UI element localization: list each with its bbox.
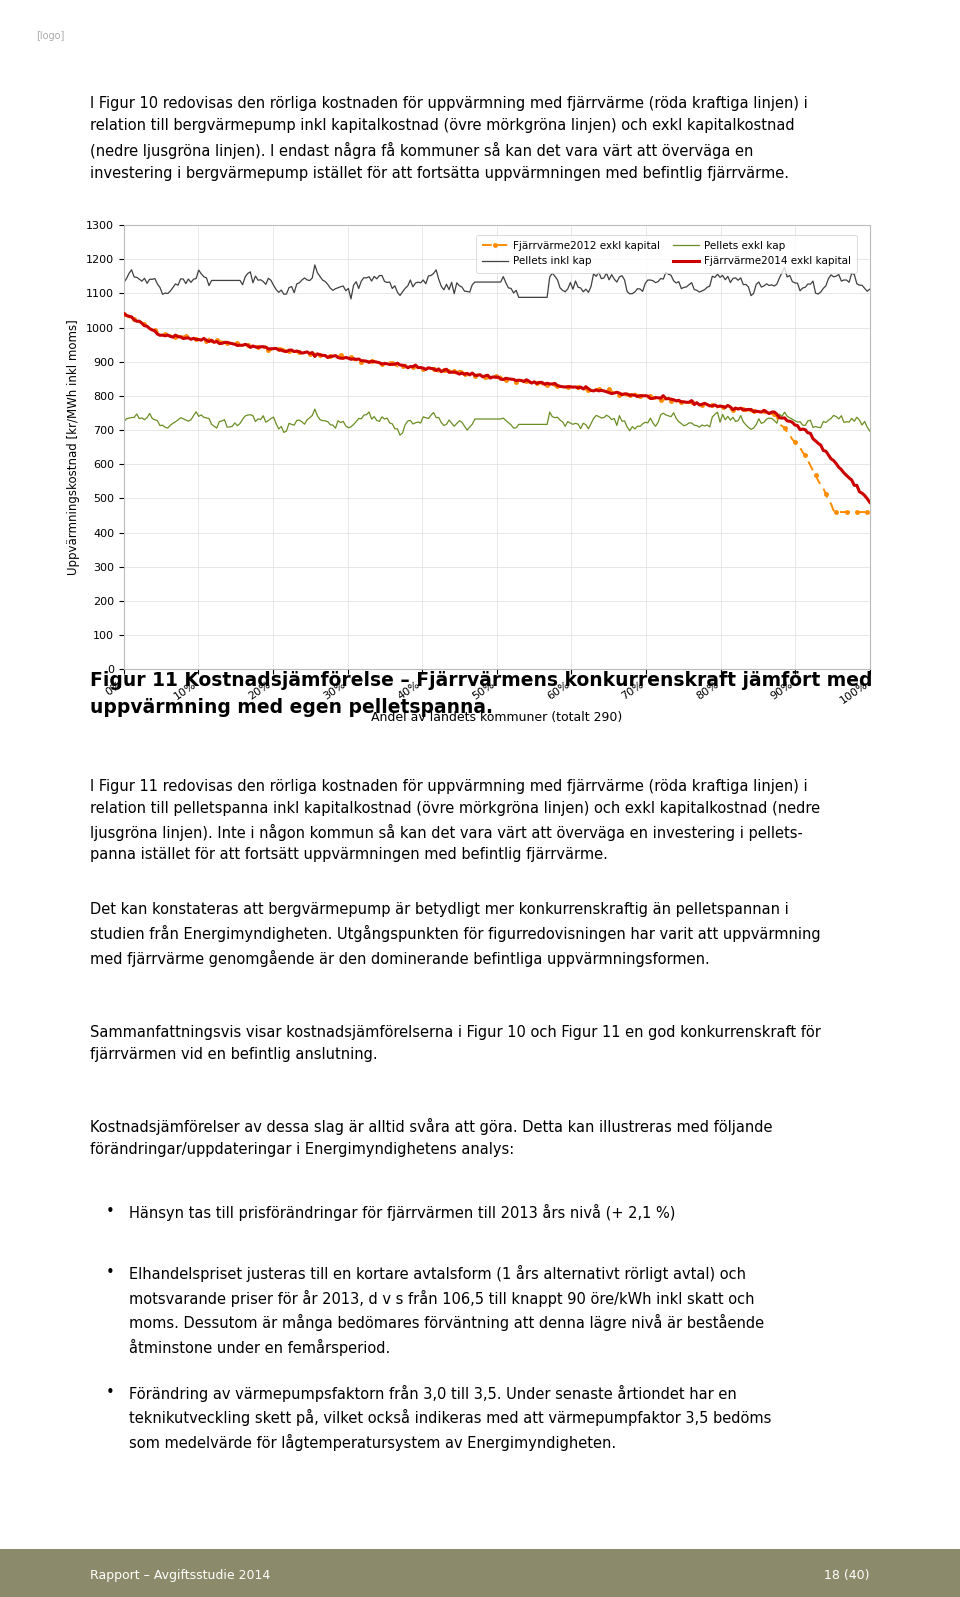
Text: Förändring av värmepumpsfaktorn från 3,0 till 3,5. Under senaste årtiondet har e: Förändring av värmepumpsfaktorn från 3,0… <box>130 1385 772 1452</box>
Y-axis label: Uppvärmningskostnad [kr/MWh inkl moms]: Uppvärmningskostnad [kr/MWh inkl moms] <box>67 319 81 575</box>
X-axis label: Andel av landets kommuner (totalt 290): Andel av landets kommuner (totalt 290) <box>372 711 622 723</box>
Text: •: • <box>106 1385 114 1399</box>
Text: •: • <box>106 1265 114 1279</box>
Text: I Figur 10 redovisas den rörliga kostnaden för uppvärmning med fjärrvärme (röda : I Figur 10 redovisas den rörliga kostnad… <box>90 96 808 182</box>
Text: Kostnadsjämförelser av dessa slag är alltid svåra att göra. Detta kan illustrera: Kostnadsjämförelser av dessa slag är all… <box>90 1118 773 1156</box>
Text: Rapport – Avgiftsstudie 2014: Rapport – Avgiftsstudie 2014 <box>90 1568 271 1583</box>
Text: [logo]: [logo] <box>36 30 64 42</box>
Text: Det kan konstateras att bergvärmepump är betydligt mer konkurrenskraftig än pell: Det kan konstateras att bergvärmepump är… <box>90 902 821 966</box>
Text: 18 (40): 18 (40) <box>825 1568 870 1583</box>
Legend: Fjärrvärme2012 exkl kapital, Pellets inkl kap, Pellets exkl kap, Fjärrvärme2014 : Fjärrvärme2012 exkl kapital, Pellets ink… <box>475 235 857 273</box>
Text: Figur 11 Kostnadsjämförelse – Fjärrvärmens konkurrenskraft jämfört med
uppvärmni: Figur 11 Kostnadsjämförelse – Fjärrvärme… <box>90 671 873 717</box>
Text: I Figur 11 redovisas den rörliga kostnaden för uppvärmning med fjärrvärme (röda : I Figur 11 redovisas den rörliga kostnad… <box>90 779 821 862</box>
Text: Elhandelspriset justeras till en kortare avtalsform (1 års alternativt rörligt a: Elhandelspriset justeras till en kortare… <box>130 1265 764 1356</box>
Text: •: • <box>106 1204 114 1219</box>
Text: Sammanfattningsvis visar kostnadsjämförelserna i Figur 10 och Figur 11 en god ko: Sammanfattningsvis visar kostnadsjämföre… <box>90 1025 821 1062</box>
Text: Hänsyn tas till prisförändringar för fjärrvärmen till 2013 års nivå (+ 2,1 %): Hänsyn tas till prisförändringar för fjä… <box>130 1204 676 1222</box>
